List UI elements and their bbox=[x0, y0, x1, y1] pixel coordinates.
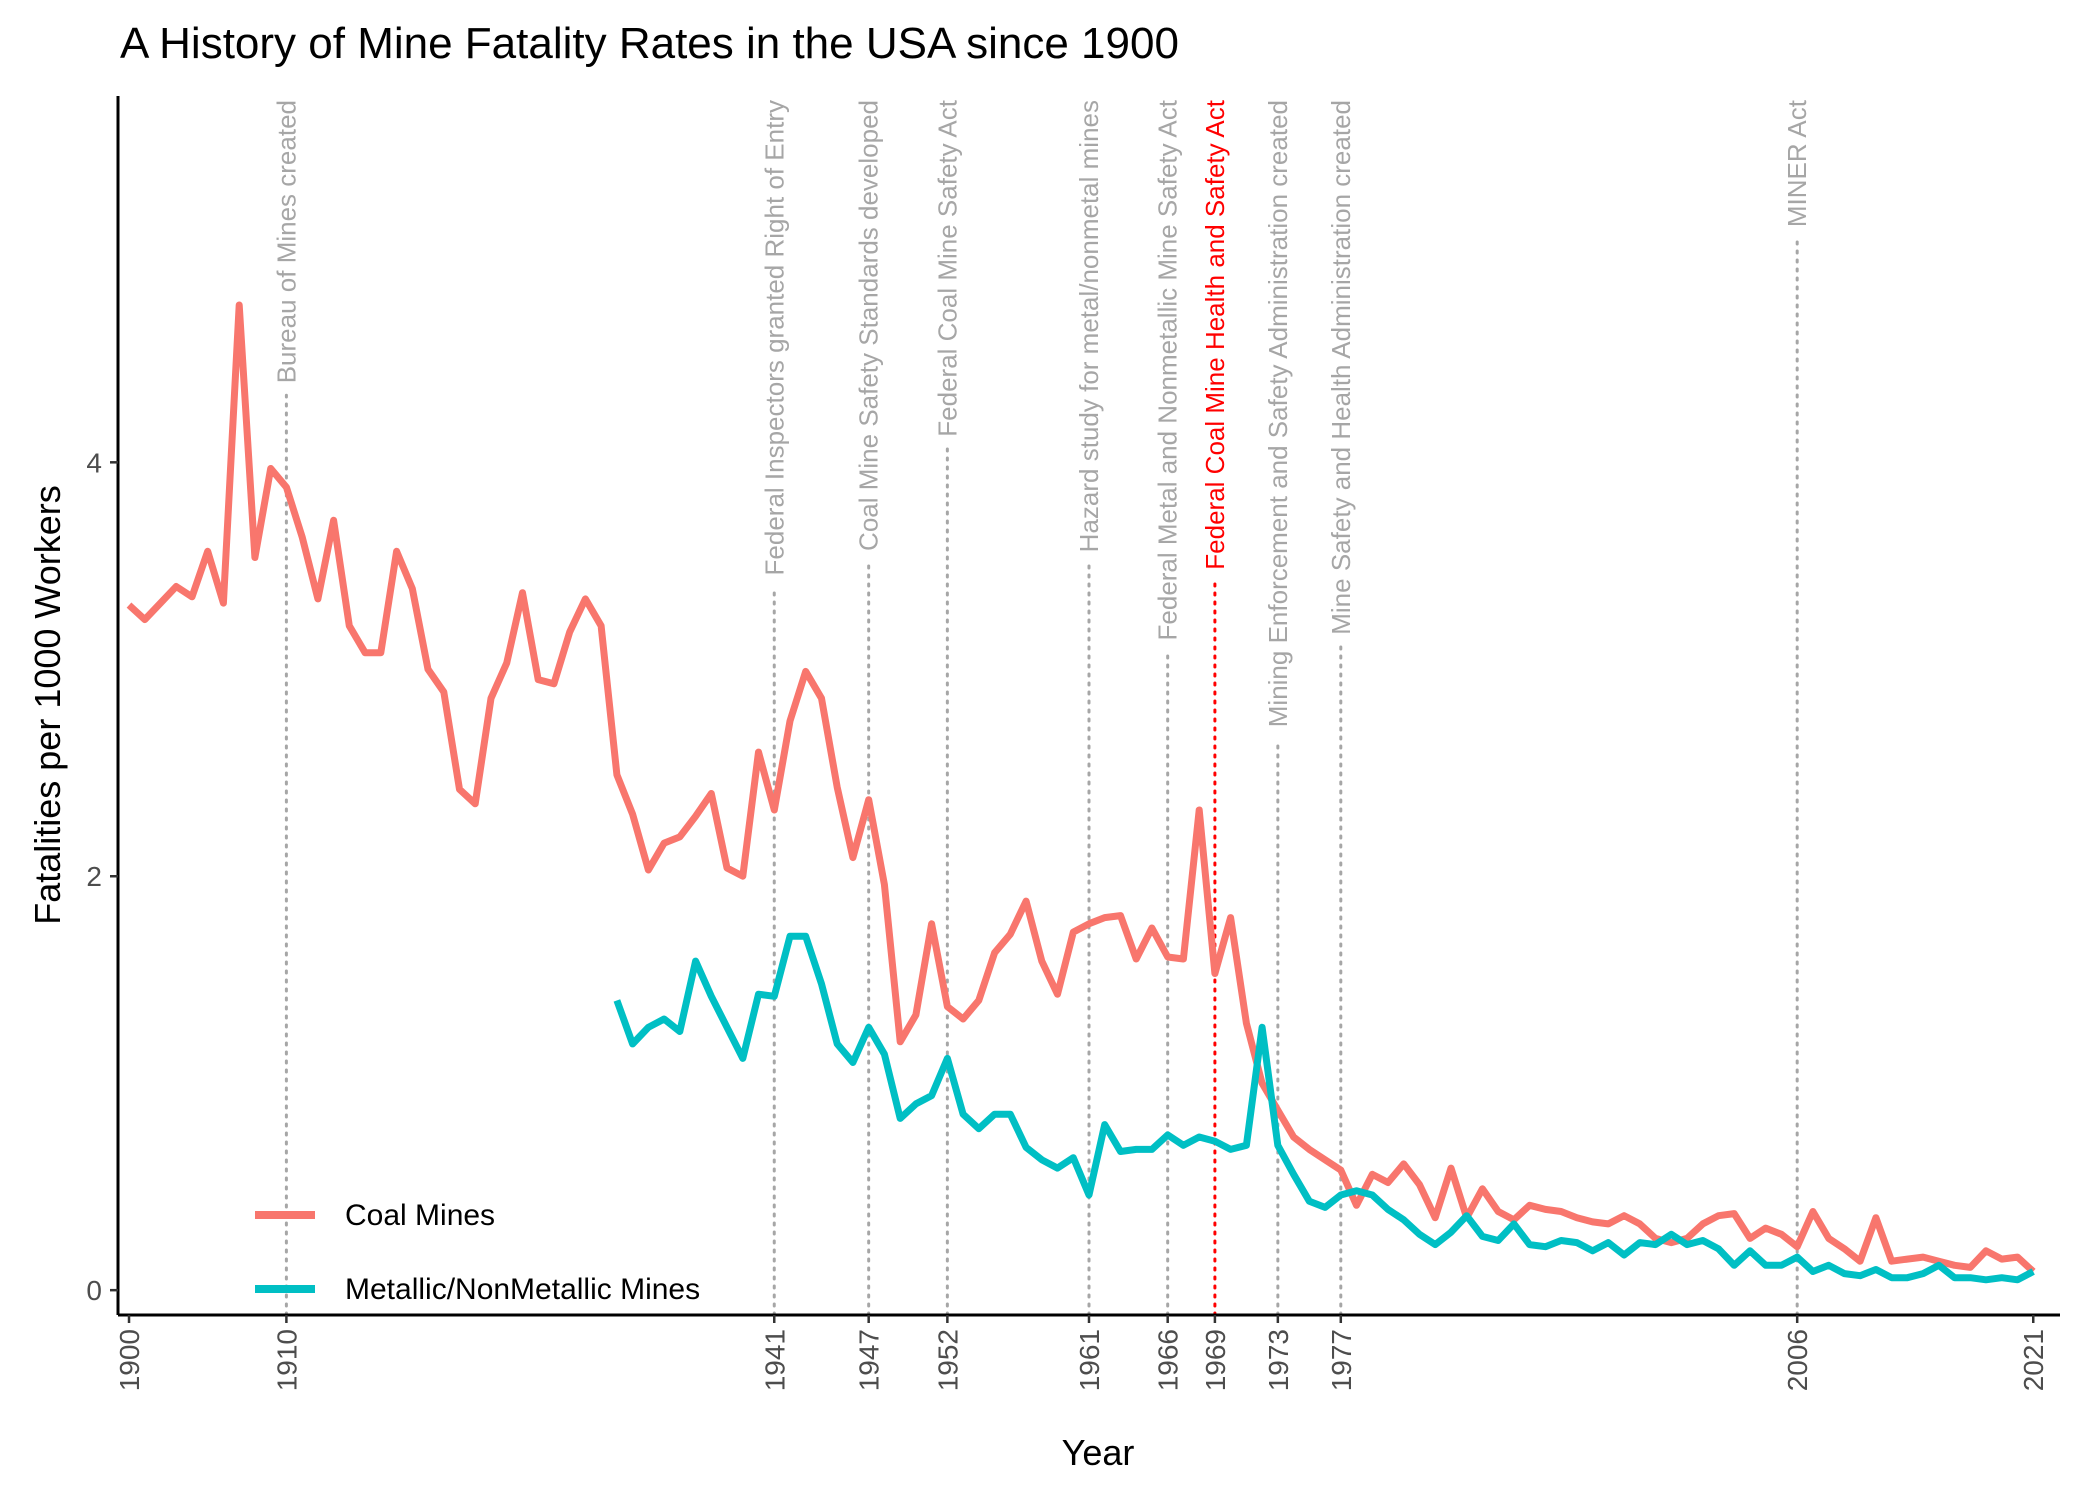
x-tick-label: 1947 bbox=[854, 1329, 885, 1391]
annotation-label: Mining Enforcement and Safety Administra… bbox=[1263, 100, 1293, 727]
x-tick-label: 1966 bbox=[1153, 1329, 1184, 1391]
x-axis-title: Year bbox=[1062, 1432, 1135, 1473]
x-tick-label: 1961 bbox=[1074, 1329, 1105, 1391]
annotation-label: MINER Act bbox=[1782, 99, 1812, 227]
x-tick-label: 1977 bbox=[1326, 1329, 1357, 1391]
legend-label: Coal Mines bbox=[345, 1199, 495, 1232]
series-line bbox=[126, 301, 2036, 1275]
annotation-label: Hazard study for metal/nonmetal mines bbox=[1074, 100, 1104, 552]
x-tick-label: 1900 bbox=[114, 1329, 145, 1391]
annotation-label: Federal Coal Mine Safety Act bbox=[932, 99, 962, 436]
annotation-label: Federal Metal and Nonmetallic Mine Safet… bbox=[1153, 99, 1183, 640]
legend-label: Metallic/NonMetallic Mines bbox=[345, 1273, 700, 1306]
y-axis-title: Fatalities per 1000 Workers bbox=[27, 485, 68, 925]
x-tick-label: 1969 bbox=[1200, 1329, 1231, 1391]
series-line bbox=[613, 932, 2035, 1284]
x-tick-label: 1973 bbox=[1263, 1329, 1294, 1391]
x-tick-label: 1941 bbox=[759, 1329, 790, 1391]
annotation-label: Federal Inspectors granted Right of Entr… bbox=[759, 100, 789, 575]
x-tick-label: 2006 bbox=[1782, 1329, 1813, 1391]
chart-title: A History of Mine Fatality Rates in the … bbox=[120, 19, 1179, 68]
y-tick-label: 0 bbox=[86, 1275, 102, 1306]
annotation-label: Federal Coal Mine Health and Safety Act bbox=[1200, 99, 1230, 569]
annotation-label: Mine Safety and Health Administration cr… bbox=[1326, 100, 1356, 635]
y-tick-label: 4 bbox=[86, 447, 102, 478]
annotation-label: Coal Mine Safety Standards developed bbox=[854, 100, 884, 551]
x-tick-label: 1952 bbox=[932, 1329, 963, 1391]
annotation-label: Bureau of Mines created bbox=[271, 100, 301, 383]
x-tick-label: 1910 bbox=[271, 1329, 302, 1391]
x-tick-label: 2021 bbox=[2018, 1329, 2049, 1391]
y-tick-label: 2 bbox=[86, 861, 102, 892]
